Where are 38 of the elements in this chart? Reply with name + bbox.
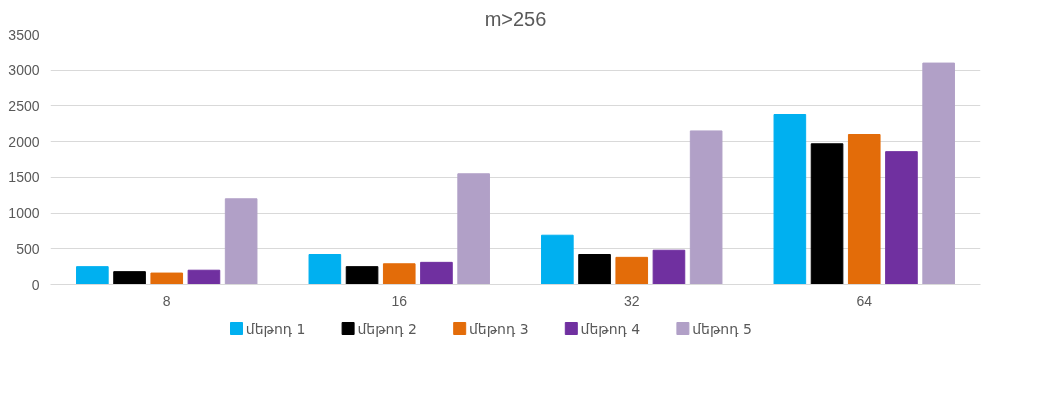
y-tick-label: 3500 (8, 26, 40, 43)
x-tick-label: 32 (623, 292, 640, 309)
bar (382, 263, 416, 285)
bar (420, 261, 453, 285)
x-tick-label: 8 (162, 292, 171, 309)
bar (773, 114, 807, 285)
bar (150, 272, 184, 285)
bar (113, 271, 146, 285)
y-tick-label: 500 (16, 240, 40, 257)
bar (541, 234, 574, 285)
bar (578, 254, 611, 285)
chart-title: m>256 (484, 7, 547, 30)
bar (922, 62, 955, 285)
bar (345, 266, 379, 285)
bar (308, 254, 342, 285)
bar (689, 130, 723, 285)
bar (652, 249, 686, 285)
bar (224, 198, 258, 285)
y-tick-label: 1000 (8, 205, 40, 222)
legend-label: մեթոդ 2 (357, 320, 418, 337)
bar (885, 151, 918, 285)
bar (847, 134, 881, 285)
y-tick-label: 3000 (8, 62, 40, 79)
bar (810, 143, 844, 285)
legend-label: մեթոդ 4 (580, 320, 641, 337)
y-tick-label: 1500 (8, 169, 40, 186)
legend-label: մեթոդ 3 (469, 320, 529, 337)
legend-label: մեթոդ 1 (245, 320, 306, 337)
bar (457, 173, 490, 285)
bar (615, 256, 649, 285)
legend-label: մեթոդ 5 (692, 320, 752, 337)
x-tick-label: 64 (856, 292, 873, 309)
y-tick-label: 0 (31, 276, 40, 293)
bar (187, 269, 221, 285)
bar (76, 266, 109, 285)
y-tick-label: 2000 (8, 133, 40, 150)
x-tick-label: 16 (391, 292, 408, 309)
y-tick-label: 2500 (8, 97, 40, 114)
